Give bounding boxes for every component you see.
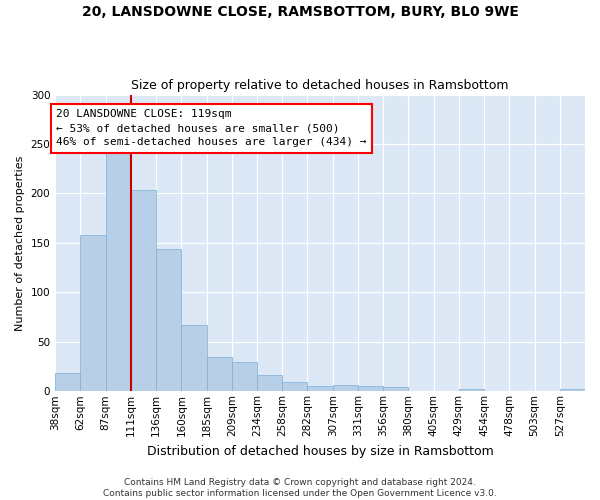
Bar <box>358 386 383 392</box>
Text: 20, LANSDOWNE CLOSE, RAMSBOTTOM, BURY, BL0 9WE: 20, LANSDOWNE CLOSE, RAMSBOTTOM, BURY, B… <box>82 5 518 19</box>
Y-axis label: Number of detached properties: Number of detached properties <box>15 155 25 330</box>
Bar <box>332 386 358 392</box>
Text: Contains HM Land Registry data © Crown copyright and database right 2024.
Contai: Contains HM Land Registry data © Crown c… <box>103 478 497 498</box>
Bar <box>282 382 307 392</box>
Bar <box>257 376 282 392</box>
Bar <box>80 235 106 392</box>
Bar <box>206 356 232 392</box>
Bar <box>459 390 484 392</box>
Bar <box>383 388 409 392</box>
X-axis label: Distribution of detached houses by size in Ramsbottom: Distribution of detached houses by size … <box>147 444 493 458</box>
Bar <box>156 249 181 392</box>
Bar <box>55 374 80 392</box>
Bar <box>232 362 257 392</box>
Bar <box>106 144 131 392</box>
Bar <box>560 390 585 392</box>
Text: 20 LANSDOWNE CLOSE: 119sqm
← 53% of detached houses are smaller (500)
46% of sem: 20 LANSDOWNE CLOSE: 119sqm ← 53% of deta… <box>56 110 367 148</box>
Title: Size of property relative to detached houses in Ramsbottom: Size of property relative to detached ho… <box>131 79 509 92</box>
Bar <box>307 386 332 392</box>
Bar <box>131 190 156 392</box>
Bar <box>181 325 206 392</box>
